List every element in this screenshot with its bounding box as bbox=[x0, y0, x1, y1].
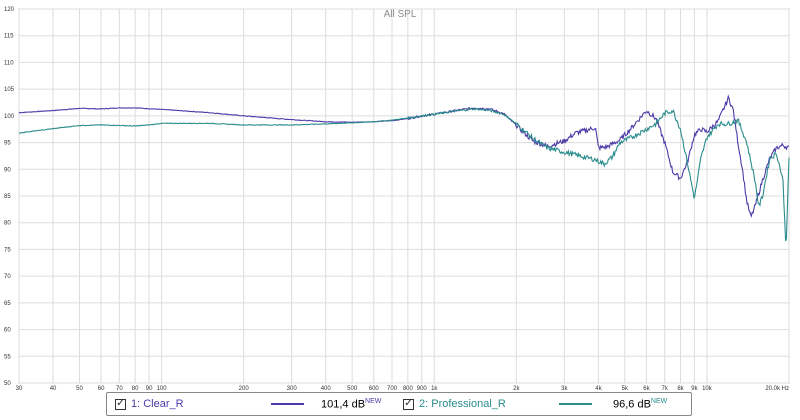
legend-value-text-clear: 101,4 dB bbox=[321, 398, 366, 411]
x-tick-labels: 30 40 50 60 70 80 90 100 200 300 400 500 600 700 800 90… bbox=[16, 386, 789, 392]
x-tick-label: 700 bbox=[387, 386, 398, 392]
x-tick-label: 400 bbox=[321, 386, 332, 392]
y-tick-label: 120 bbox=[4, 7, 15, 13]
legend-new-badge-professional: NEW bbox=[650, 398, 668, 405]
legend-value-professional: 96,6 dBNEW bbox=[613, 398, 667, 411]
legend-swatch-clear bbox=[271, 403, 304, 405]
legend-swatch-professional bbox=[559, 403, 592, 405]
series-line-2 bbox=[18, 107, 790, 242]
y-tick-label: 115 bbox=[4, 34, 14, 40]
y-tick-label: 60 bbox=[4, 328, 11, 334]
y-tick-label: 90 bbox=[4, 167, 11, 173]
x-tick-label: 300 bbox=[287, 386, 298, 392]
y-tick-label: 70 bbox=[4, 274, 11, 280]
y-tick-label: 85 bbox=[4, 194, 11, 200]
x-tick-label: 3k bbox=[561, 386, 568, 392]
y-tick-labels: 50 55 60 65 70 75 80 85 90 95 100 105 110 115 120 bbox=[4, 7, 15, 387]
x-tick-label: 8k bbox=[677, 386, 684, 392]
y-tick-label: 75 bbox=[4, 247, 11, 253]
x-tick-label: 10k bbox=[702, 386, 713, 392]
x-tick-label: 600 bbox=[369, 386, 380, 392]
x-tick-label: 20.0k Hz bbox=[765, 386, 789, 392]
x-tick-label: 9k bbox=[691, 386, 698, 392]
y-tick-label: 110 bbox=[4, 60, 14, 66]
x-tick-label: 4k bbox=[595, 386, 602, 392]
x-tick-label: 7k bbox=[662, 386, 669, 392]
legend-checkbox-professional[interactable]: ✓ bbox=[403, 398, 414, 410]
y-tick-label: 55 bbox=[4, 354, 11, 360]
x-tick-label: 500 bbox=[347, 386, 358, 392]
legend-value-clear: 101,4 dBNEW bbox=[321, 398, 381, 411]
legend-item-professional[interactable]: ✓ 2: Professional_R bbox=[403, 393, 506, 415]
x-tick-label: 200 bbox=[239, 386, 250, 392]
legend-label-clear: 1: Clear_R bbox=[131, 398, 184, 410]
x-tick-label: 100 bbox=[157, 386, 168, 392]
legend: ✓ 1: Clear_R 101,4 dBNEW ✓ 2: Profession… bbox=[106, 392, 692, 416]
x-tick-label: 50 bbox=[76, 386, 83, 392]
x-tick-label: 800 bbox=[403, 386, 414, 392]
y-tick-label: 105 bbox=[4, 87, 15, 93]
x-tick-label: 30 bbox=[16, 386, 23, 392]
legend-new-badge-clear: NEW bbox=[365, 398, 382, 405]
y-tick-label: 50 bbox=[4, 381, 11, 387]
series-lines bbox=[18, 94, 790, 242]
x-tick-label: 70 bbox=[116, 386, 123, 392]
x-tick-label: 1k bbox=[431, 386, 438, 392]
grid bbox=[18, 8, 790, 384]
x-tick-label: 90 bbox=[146, 386, 153, 392]
series-line-1 bbox=[18, 94, 790, 218]
legend-checkbox-clear[interactable]: ✓ bbox=[115, 398, 126, 410]
chart-title: All SPL bbox=[384, 9, 417, 20]
y-tick-label: 95 bbox=[4, 141, 11, 147]
x-tick-label: 900 bbox=[417, 386, 428, 392]
legend-value-text-professional: 96,6 dB bbox=[613, 398, 651, 411]
legend-label-professional: 2: Professional_R bbox=[419, 398, 506, 410]
y-tick-label: 80 bbox=[4, 221, 11, 227]
x-tick-label: 80 bbox=[132, 386, 139, 392]
legend-item-clear[interactable]: ✓ 1: Clear_R bbox=[115, 393, 184, 415]
x-tick-label: 60 bbox=[98, 386, 105, 392]
x-tick-label: 2k bbox=[513, 386, 520, 392]
y-tick-label: 100 bbox=[4, 114, 15, 120]
x-tick-label: 40 bbox=[50, 386, 57, 392]
x-tick-label: 5k bbox=[622, 386, 629, 392]
y-tick-label: 65 bbox=[4, 301, 11, 307]
x-tick-label: 6k bbox=[643, 386, 650, 392]
